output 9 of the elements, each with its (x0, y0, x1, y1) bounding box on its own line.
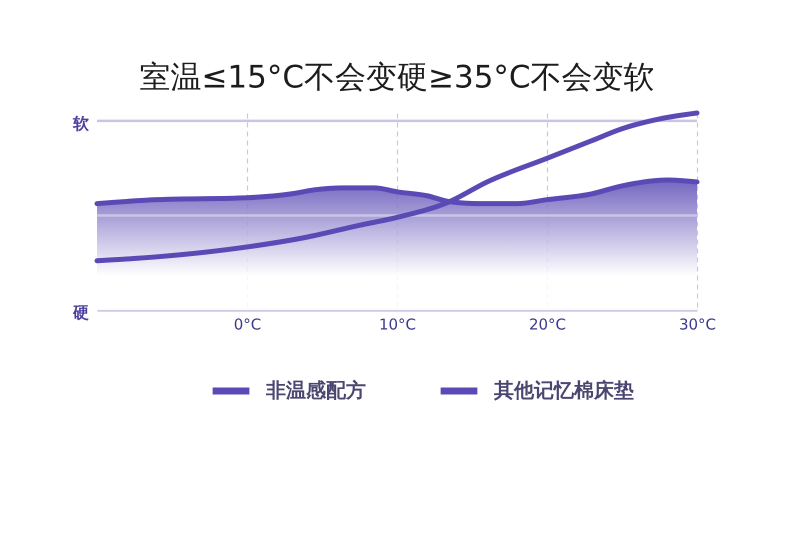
x-tick-label: 20°C (528, 316, 566, 334)
legend-label: 其他记忆棉床垫 (493, 378, 634, 402)
legend-label: 非温感配方 (265, 378, 366, 402)
x-tick-label: 10°C (378, 316, 416, 334)
text: 硬 (72, 303, 89, 322)
x-tick-label: 0°C (234, 316, 262, 334)
chart-title: 室温≤15°C不会变硬≥35°C不会变软 (139, 60, 655, 96)
x-tick-label: 30°C (678, 316, 716, 334)
ref-line-label: 软 (72, 114, 90, 133)
